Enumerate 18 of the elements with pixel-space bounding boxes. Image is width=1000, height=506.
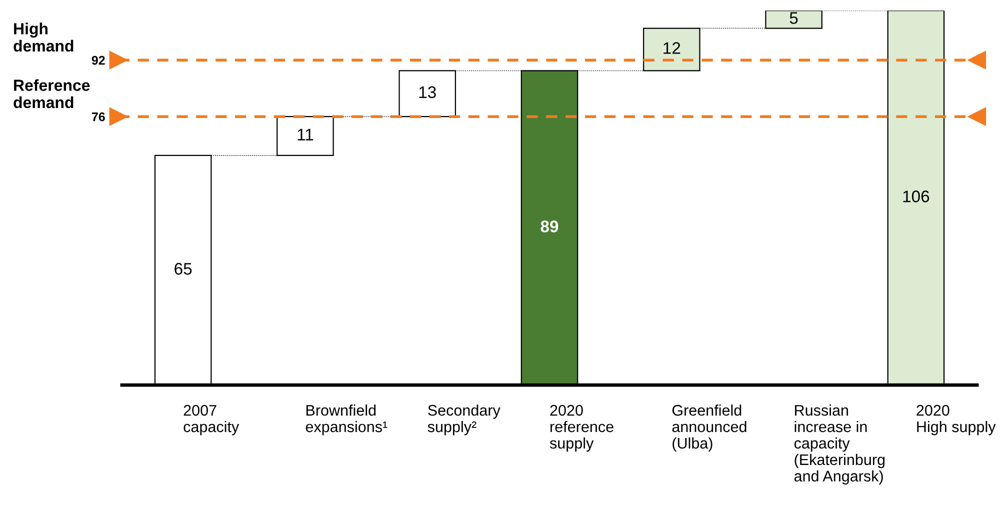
- x-tick-label: Russian increase in capacity (Ekaterinburg and Angarsk): [794, 404, 885, 485]
- x-tick-label: 2020 High supply: [916, 404, 996, 436]
- x-tick-label: 2007 capacity: [184, 404, 240, 436]
- data-label: 65: [174, 262, 192, 275]
- x-tick-label: Brownfield expansions¹: [306, 404, 388, 436]
- x-tick-label: Secondary supply²: [428, 404, 500, 436]
- data-label: 5: [790, 12, 798, 24]
- y-tick-label: 76: [92, 112, 105, 122]
- ref-line-label: Reference demand: [14, 79, 90, 108]
- ref-line-label: High demand: [14, 22, 74, 52]
- data-label: 89: [540, 220, 558, 232]
- data-label: 13: [419, 86, 436, 98]
- y-tick-label: 92: [92, 56, 105, 65]
- x-tick-label: 2020 reference supply: [550, 404, 614, 452]
- data-label: 106: [903, 190, 930, 202]
- x-tick-label: Greenfield announced (Ulba): [672, 404, 746, 452]
- data-label: 12: [664, 42, 680, 54]
- data-label: 11: [298, 128, 314, 140]
